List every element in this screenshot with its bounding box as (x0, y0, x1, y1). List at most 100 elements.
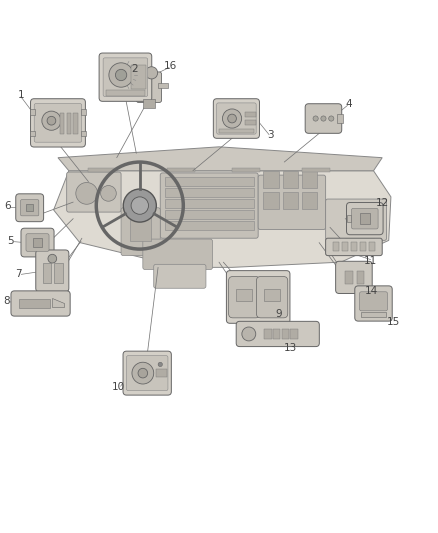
Circle shape (76, 182, 98, 204)
Bar (245, 112, 256, 117)
FancyBboxPatch shape (26, 234, 49, 252)
Bar (106, 91, 145, 96)
FancyBboxPatch shape (16, 194, 44, 222)
Polygon shape (53, 171, 391, 268)
FancyBboxPatch shape (325, 238, 382, 256)
Bar (342, 243, 348, 252)
FancyBboxPatch shape (11, 291, 70, 316)
Bar (26, 204, 33, 211)
Circle shape (123, 189, 156, 222)
Bar (302, 192, 318, 209)
Circle shape (328, 116, 334, 121)
Bar (158, 83, 168, 88)
Circle shape (48, 254, 57, 263)
Bar (165, 221, 254, 230)
Bar (165, 177, 254, 185)
Circle shape (42, 111, 61, 130)
FancyBboxPatch shape (355, 286, 392, 321)
Text: 3: 3 (267, 130, 274, 140)
Bar (237, 289, 252, 301)
Circle shape (138, 368, 148, 378)
Text: 11: 11 (364, 256, 377, 266)
FancyBboxPatch shape (217, 103, 256, 134)
FancyBboxPatch shape (127, 356, 168, 391)
Circle shape (132, 362, 154, 384)
Circle shape (242, 327, 256, 341)
Bar (264, 289, 280, 301)
Bar (357, 271, 364, 284)
Bar (264, 329, 272, 339)
Circle shape (47, 116, 56, 125)
Text: 14: 14 (365, 286, 378, 296)
Bar (360, 213, 370, 224)
FancyBboxPatch shape (346, 203, 383, 235)
Text: 5: 5 (7, 236, 14, 246)
Bar (333, 243, 339, 252)
Circle shape (101, 185, 116, 201)
Text: 8: 8 (4, 296, 10, 306)
Bar (232, 168, 260, 172)
FancyBboxPatch shape (226, 271, 290, 324)
Polygon shape (52, 298, 64, 307)
Bar (302, 171, 318, 188)
Bar (60, 113, 64, 134)
Bar (43, 263, 51, 283)
Bar (345, 238, 374, 243)
Bar (165, 199, 254, 208)
FancyBboxPatch shape (123, 351, 171, 395)
FancyBboxPatch shape (258, 175, 325, 230)
Bar (302, 168, 330, 172)
Text: 13: 13 (284, 343, 297, 353)
Bar (360, 243, 366, 252)
FancyBboxPatch shape (99, 53, 152, 101)
Bar (165, 210, 254, 219)
Text: 6: 6 (5, 201, 11, 212)
Bar (351, 243, 357, 252)
Bar (361, 312, 386, 317)
Text: 15: 15 (386, 317, 400, 327)
FancyBboxPatch shape (67, 172, 121, 212)
FancyBboxPatch shape (21, 228, 54, 257)
Bar (290, 329, 298, 339)
FancyBboxPatch shape (34, 103, 82, 142)
FancyBboxPatch shape (154, 264, 206, 288)
FancyBboxPatch shape (236, 321, 319, 346)
Bar (263, 192, 279, 209)
FancyBboxPatch shape (352, 208, 378, 229)
Bar (131, 66, 146, 90)
Text: 10: 10 (111, 383, 124, 392)
Circle shape (228, 114, 237, 123)
Text: 1: 1 (18, 90, 24, 100)
Bar (165, 188, 254, 197)
Bar (283, 192, 298, 209)
Circle shape (131, 197, 148, 214)
Bar (33, 238, 42, 247)
Bar (19, 299, 50, 308)
FancyBboxPatch shape (213, 99, 259, 139)
Circle shape (109, 63, 133, 87)
Bar (336, 114, 343, 123)
Circle shape (223, 109, 242, 128)
Bar (81, 109, 86, 115)
Text: 2: 2 (131, 64, 138, 74)
Bar (130, 217, 151, 241)
Bar (245, 120, 256, 125)
FancyBboxPatch shape (143, 239, 212, 270)
Bar (273, 329, 280, 339)
Text: 12: 12 (375, 198, 389, 207)
FancyBboxPatch shape (136, 72, 162, 102)
Bar (283, 171, 298, 188)
FancyBboxPatch shape (325, 199, 387, 240)
Text: 16: 16 (164, 61, 177, 71)
Bar (73, 113, 78, 134)
FancyBboxPatch shape (121, 208, 160, 256)
FancyBboxPatch shape (305, 104, 342, 133)
Text: 4: 4 (346, 99, 352, 109)
Circle shape (158, 362, 162, 367)
Bar (167, 168, 195, 172)
Circle shape (116, 69, 127, 80)
FancyBboxPatch shape (256, 277, 288, 318)
FancyBboxPatch shape (21, 200, 39, 216)
FancyBboxPatch shape (160, 173, 258, 238)
Circle shape (313, 116, 318, 121)
